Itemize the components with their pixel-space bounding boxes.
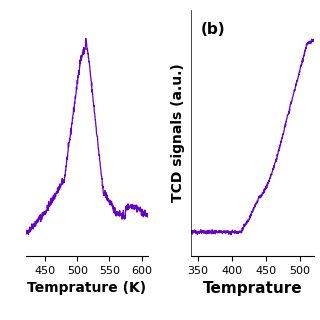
Y-axis label: TCD signals (a.u.): TCD signals (a.u.) bbox=[172, 63, 186, 202]
X-axis label: Temprature (K): Temprature (K) bbox=[27, 281, 147, 295]
X-axis label: Temprature: Temprature bbox=[203, 281, 302, 296]
Text: (b): (b) bbox=[201, 22, 226, 37]
